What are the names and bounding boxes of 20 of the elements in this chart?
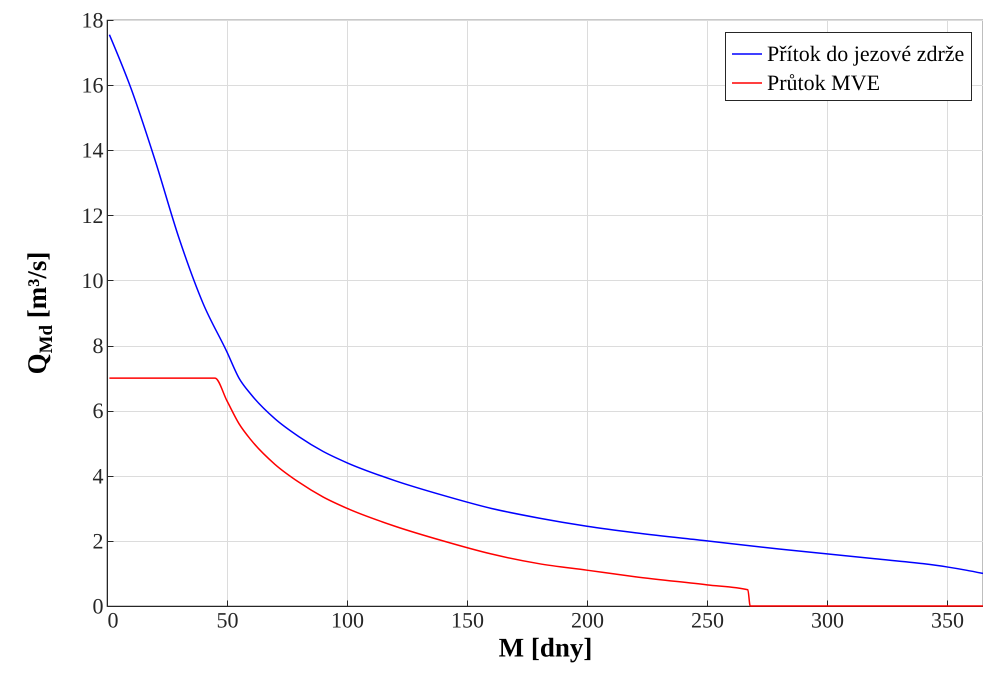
x-axis-title: M [dny] [498, 632, 592, 662]
x-tick-label: 250 [691, 608, 724, 632]
x-tick-label: 350 [931, 608, 964, 632]
line-series [108, 34, 983, 574]
legend-label: Přítok do jezové zdrže [767, 41, 964, 66]
x-tick-label: 100 [331, 608, 364, 632]
x-tick-label: 150 [451, 608, 484, 632]
y-tick-label: 6 [92, 398, 104, 424]
y-tick-label: 12 [82, 202, 104, 228]
x-tick-label: 50 [216, 608, 238, 632]
y-tick-label: 8 [92, 333, 104, 358]
x-tick-label: 300 [811, 608, 844, 632]
y-tick-label: 14 [82, 138, 104, 163]
y-tick-label: 2 [92, 528, 104, 554]
legend-label: Průtok MVE [767, 70, 880, 95]
y-tick-label: 4 [92, 463, 104, 488]
y-tick-label: 10 [82, 268, 104, 293]
y-tick-label: 16 [82, 72, 104, 98]
y-tick-label: 18 [82, 8, 104, 32]
x-tick-label: 200 [571, 608, 604, 632]
